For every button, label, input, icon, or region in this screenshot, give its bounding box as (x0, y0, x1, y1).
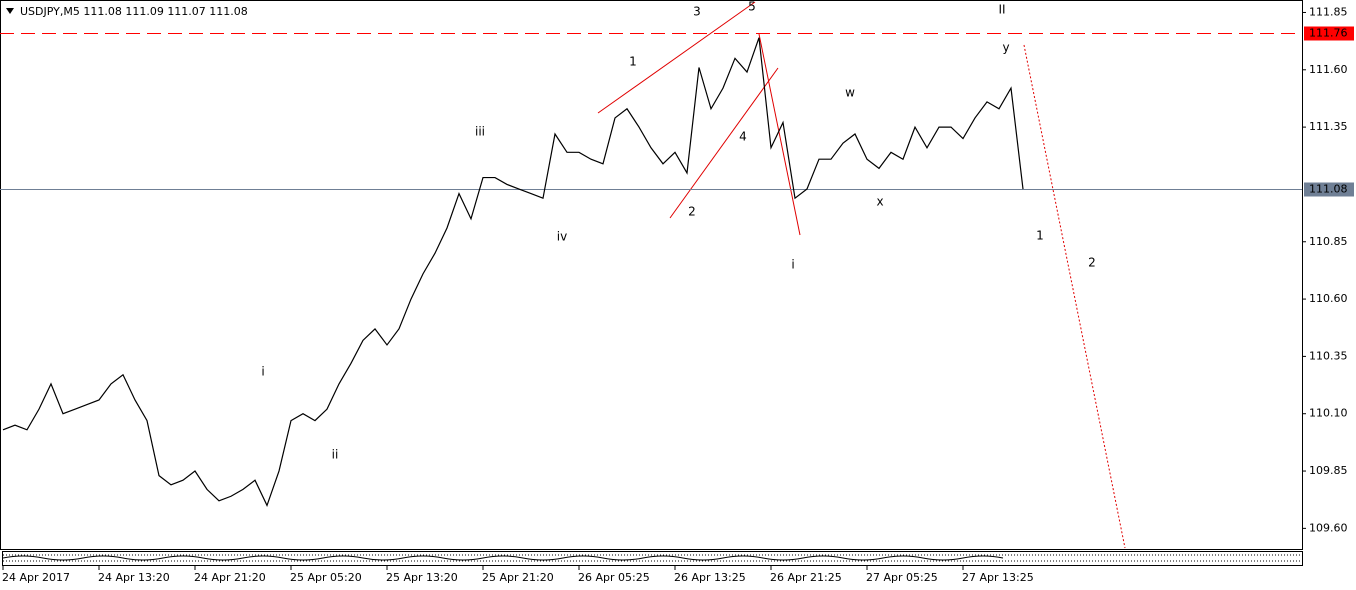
wave-label: 1 (629, 55, 637, 69)
y-tick-label: 110.85 (1309, 235, 1348, 248)
x-tick-label: 27 Apr 13:25 (962, 571, 1034, 584)
wave-label: II (998, 3, 1005, 17)
y-tick-label: 110.60 (1309, 292, 1348, 305)
x-tick-label: 25 Apr 05:20 (290, 571, 362, 584)
projection-line (1023, 44, 1126, 549)
trend-line (597, 1, 756, 114)
x-tick-label: 26 Apr 13:25 (674, 571, 746, 584)
wave-label: 4 (739, 130, 747, 144)
y-tick-label: 111.35 (1309, 120, 1348, 133)
wave-label: y (1002, 41, 1009, 55)
wave-label: w (845, 86, 855, 100)
x-tick-label: 25 Apr 13:20 (386, 571, 458, 584)
y-tick-label: 110.10 (1309, 407, 1348, 420)
x-tick-label: 24 Apr 2017 (2, 571, 70, 584)
x-tick-label: 26 Apr 05:25 (578, 571, 650, 584)
wave-label: iii (475, 125, 485, 139)
price-marker-label: 111.76 (1309, 27, 1348, 40)
wave-label: 2 (688, 205, 696, 219)
y-tick-label: 109.85 (1309, 464, 1348, 477)
menu-arrow (6, 8, 14, 14)
x-tick-label: 25 Apr 21:20 (482, 571, 554, 584)
indicator-line (2, 555, 1004, 561)
price-line (2, 37, 1024, 508)
wave-label: i (261, 365, 264, 379)
wave-label: iv (557, 230, 567, 244)
x-tick-label: 24 Apr 13:20 (98, 571, 170, 584)
wave-label: 3 (693, 5, 701, 19)
x-tick-label: 27 Apr 05:25 (866, 571, 938, 584)
price-marker (1304, 26, 1354, 41)
price-marker (1304, 182, 1354, 197)
y-tick-label: 109.60 (1309, 521, 1348, 534)
x-tick-label: 26 Apr 21:25 (770, 571, 842, 584)
wave-label: 2 (1088, 256, 1096, 270)
price-marker-label: 111.08 (1309, 183, 1348, 196)
wave-label: i (791, 258, 794, 272)
wave-label: 5 (748, 0, 756, 14)
plot-frame (0, 0, 1303, 550)
wave-label: 1 (1036, 229, 1044, 243)
wave-label: x (876, 195, 883, 209)
chart-title: USDJPY,M5 111.08 111.09 111.07 111.08 (20, 5, 248, 18)
indicator-panel (2, 551, 1303, 566)
wave-line (758, 33, 801, 236)
wave-label: ii (332, 448, 339, 462)
y-tick-label: 111.60 (1309, 63, 1348, 76)
y-tick-label: 110.35 (1309, 349, 1348, 362)
trend-line (669, 67, 779, 219)
y-tick-label: 111.85 (1309, 5, 1348, 18)
x-tick-label: 24 Apr 21:20 (194, 571, 266, 584)
